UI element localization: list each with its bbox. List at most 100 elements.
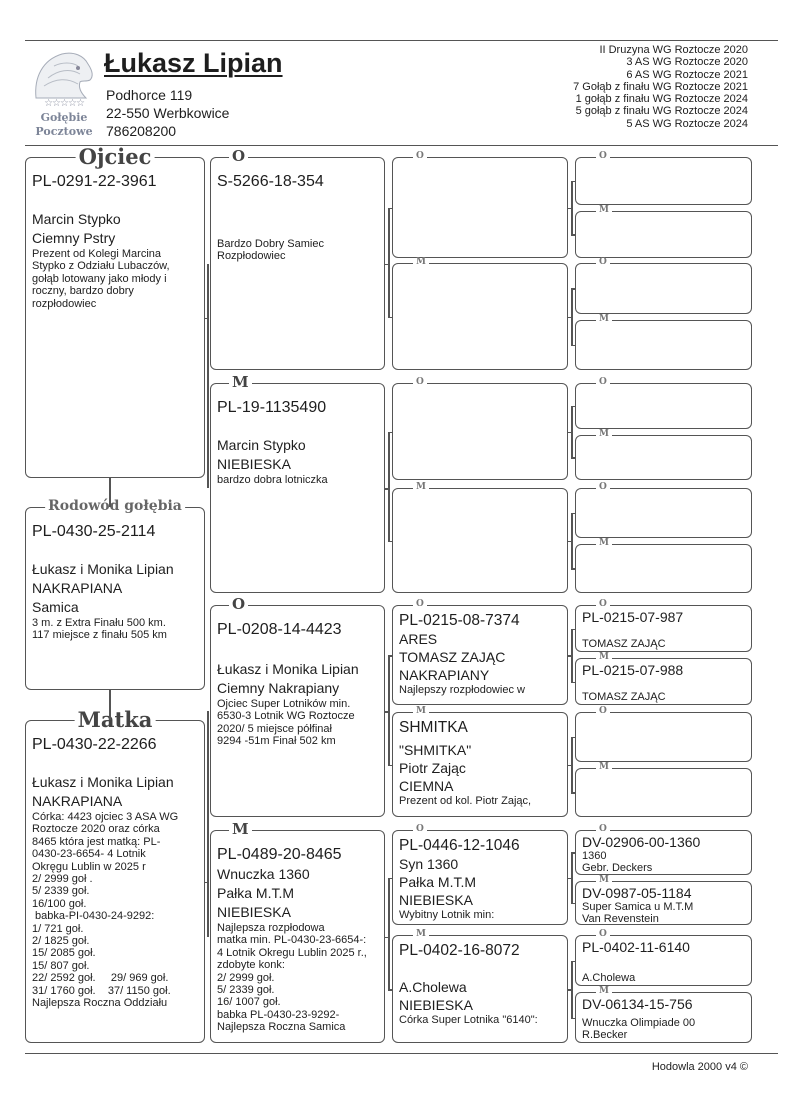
ring-number: DV-0987-05-1184 bbox=[582, 884, 692, 901]
ring-number: PL-0430-25-2114 bbox=[32, 523, 156, 540]
connector-line bbox=[388, 877, 390, 989]
connector-line bbox=[207, 711, 209, 937]
connector-line bbox=[388, 764, 392, 766]
note-line: 1360 bbox=[582, 850, 607, 862]
note-line: roczny, bardzo dobry bbox=[32, 285, 134, 298]
pedigree-detail: Marcin Stypko bbox=[217, 437, 306, 453]
connector-line bbox=[571, 288, 575, 290]
pedigree-box: M bbox=[575, 762, 752, 817]
connector-line bbox=[571, 628, 575, 630]
note-line: Córka Super Lotnika "6140": bbox=[399, 1014, 538, 1026]
pedigree-box-label: O bbox=[596, 483, 610, 492]
note-line: matka min. PL-0430-23-6654-: bbox=[217, 934, 367, 947]
ring-number: PL-0291-22-3961 bbox=[32, 173, 157, 190]
connector-line bbox=[568, 431, 571, 433]
pedigree-box-label: Ojciec bbox=[75, 146, 155, 167]
pedigree-detail: Pałka M.T.M bbox=[399, 874, 477, 890]
connector-line bbox=[571, 568, 575, 570]
connector-line bbox=[109, 478, 111, 507]
note-line: Bardzo Dobry Samiec bbox=[217, 238, 324, 250]
note-line: 117 miejsce z finału 505 km bbox=[32, 629, 167, 642]
pedigree-box: M bbox=[575, 538, 752, 593]
connector-line bbox=[207, 263, 209, 488]
pedigree-detail: Łukasz i Monika Lipian bbox=[32, 774, 174, 790]
note-line: zdobyte konk: bbox=[217, 959, 285, 972]
header-top-rule bbox=[25, 40, 778, 41]
pedigree-box-label: M bbox=[229, 375, 252, 390]
pedigree-detail: Marcin Stypko bbox=[32, 211, 121, 227]
note-line: Wnuczka Olimpiade 00 bbox=[582, 1017, 696, 1029]
pedigree-detail: Samica bbox=[32, 599, 79, 615]
note-line: 6530-3 Lotnik WG Roztocze bbox=[217, 710, 355, 723]
achievement-item: 5 gołąb z finału WG Roztocze 2024 bbox=[575, 105, 748, 118]
connector-line bbox=[571, 288, 573, 345]
note-line: 15/ 2085 goł. bbox=[32, 947, 96, 960]
address-city: 22-550 Werbkowice bbox=[106, 105, 230, 121]
breeder-name: Łukasz Lipian bbox=[104, 48, 283, 78]
logo-text-line: Pocztowe bbox=[35, 125, 93, 138]
pedigree-box-label: O bbox=[229, 149, 249, 164]
connector-line bbox=[388, 989, 392, 991]
connector-line bbox=[571, 852, 575, 854]
pedigree-detail: NAKRAPIANA bbox=[32, 793, 123, 809]
connector-line bbox=[205, 317, 207, 319]
pedigree-detail: NIEBIESKA bbox=[217, 904, 291, 920]
note-line: 2020/ 5 miejsce półfinał bbox=[217, 722, 332, 735]
note-line: 15/ 807 goł. bbox=[32, 959, 90, 972]
connector-line bbox=[571, 902, 575, 905]
note-line: 0430-23-6654- 4 Lotnik bbox=[32, 848, 146, 861]
pedigree-notes: bardzo dobra lotniczka bbox=[217, 474, 378, 486]
connector-line bbox=[571, 180, 573, 235]
connector-line bbox=[571, 180, 575, 183]
logo-stars: ☆☆☆☆☆ bbox=[44, 98, 85, 109]
note-line: 5/ 2339 goł. bbox=[32, 885, 90, 898]
note-line: 2/ 2999 goł . bbox=[32, 873, 93, 886]
pedigree-box-label: M bbox=[229, 822, 252, 837]
ring-number: PL-19-1135490 bbox=[217, 399, 327, 416]
connector-line bbox=[385, 711, 388, 713]
note-line: gołąb lotowany jako młody i bbox=[32, 272, 167, 285]
pedigree-box-label: O bbox=[413, 825, 427, 834]
note-line: Rozpłodowiec bbox=[217, 250, 286, 263]
ring-number: PL-0430-22-2266 bbox=[32, 736, 157, 753]
spacer bbox=[32, 192, 198, 210]
pedigree-box-label: O bbox=[229, 597, 249, 612]
pedigree-detail: NIEBIESKA bbox=[217, 456, 291, 472]
note-line: Wybitny Lotnik min: bbox=[399, 909, 495, 921]
pedigree-box-label: M bbox=[596, 653, 612, 662]
achievement-item: II Druzyna WG Roztocze 2020 bbox=[599, 44, 748, 56]
ring-number: PL-0402-16-8072 bbox=[399, 942, 520, 959]
achievements-list: II Druzyna WG Roztocze 2020 3 AS WG Rozto… bbox=[573, 44, 748, 130]
ring-number: PL-0489-20-8465 bbox=[217, 846, 342, 863]
note-line: rozpłodowiec bbox=[32, 297, 97, 310]
pedigree-notes: Prezent od kol. Piotr Zając, bbox=[399, 795, 561, 807]
pedigree-notes: 1360 Gebr. Deckers bbox=[582, 850, 745, 874]
achievement-item: 1 gołąb z finału WG Roztocze 2024 bbox=[575, 93, 748, 106]
footer-rule bbox=[25, 1053, 778, 1054]
pedigree-notes: Prezent od Kolegi Marcina Stypko z Odział… bbox=[32, 248, 198, 310]
connector-line bbox=[388, 207, 390, 317]
pedigree-notes: Najlepszy rozpłodowiec w bbox=[399, 684, 561, 696]
connector-line bbox=[571, 512, 573, 569]
note-line: 31/ 1760 goł. 37/ 1150 goł. bbox=[32, 984, 171, 997]
note-line: Najlepszy rozpłodowiec w bbox=[399, 684, 525, 696]
spacer bbox=[217, 418, 378, 436]
connector-line bbox=[568, 989, 571, 991]
note-line: 3 m. z Extra Finału 500 km. bbox=[32, 617, 166, 629]
note-line: Najlepsza rozpłodowa bbox=[217, 922, 325, 934]
pedigree-box: Rodowód gołębia PL-0430-25-2114 Łukasz i M… bbox=[25, 499, 205, 690]
connector-line bbox=[571, 234, 575, 236]
pedigree-detail: TOMASZ ZAJĄC bbox=[399, 649, 506, 665]
pedigree-detail: NAKRAPIANY bbox=[399, 667, 490, 683]
pedigree-box: Ojciec PL-0291-22-3961 Marcin Stypko Ciemny… bbox=[25, 146, 205, 478]
pedigree-detail: Syn 1360 bbox=[399, 856, 459, 872]
connector-line bbox=[571, 405, 573, 458]
note-line: Najlepsza Roczna Samica bbox=[217, 1021, 346, 1034]
pedigree-detail: CIEMNA bbox=[399, 778, 454, 794]
spacer bbox=[217, 192, 378, 238]
connector-line bbox=[571, 512, 575, 515]
pedigree-detail: "SHMITKA" bbox=[399, 742, 472, 758]
connector-line bbox=[385, 488, 388, 490]
connector-line bbox=[568, 316, 571, 318]
pedigree-box-label: M bbox=[596, 875, 612, 885]
